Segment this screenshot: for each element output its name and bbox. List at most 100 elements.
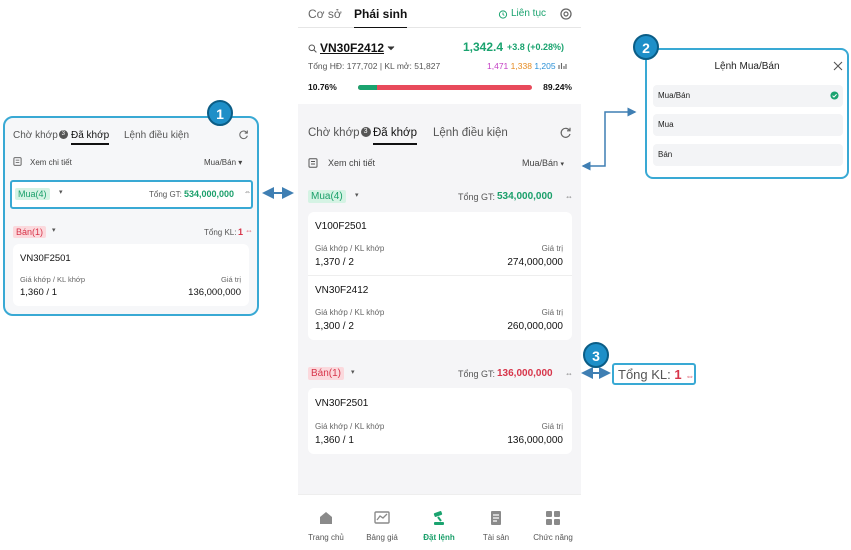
price-qty-value: 1,300 / 2 bbox=[315, 321, 354, 332]
side-filter-dropdown[interactable]: Mua/Bán ▾ bbox=[522, 158, 564, 168]
value-label: Giá trị bbox=[541, 244, 563, 253]
sheet-title: Lệnh Mua/Bán bbox=[714, 61, 780, 72]
volume-stats: 1,471 1,338 1,205 bbox=[487, 61, 567, 71]
list-item[interactable]: VN30F2412 Giá khớp / KL khớp Giá trị 1,3… bbox=[308, 276, 572, 340]
price-qty-label: Giá khớp / KL khớp bbox=[315, 308, 385, 317]
tab-pending-orders[interactable]: Chờ khớp 3 bbox=[13, 130, 68, 141]
nav-price-board[interactable]: Bảng giá bbox=[354, 495, 410, 550]
buy-ratio-label: 10.76% bbox=[308, 82, 337, 92]
caret-down-icon: ▾ bbox=[52, 227, 56, 234]
order-symbol: VN30F2501 bbox=[315, 398, 369, 409]
ratio-bar-fill bbox=[358, 85, 377, 90]
home-icon bbox=[320, 512, 332, 524]
nav-functions[interactable]: Chức năng bbox=[525, 495, 581, 550]
price-change: +3.8 (+0.28%) bbox=[507, 42, 565, 52]
sell-total-value: 1 bbox=[238, 227, 244, 237]
buy-chip: Mua(4) bbox=[308, 190, 346, 203]
volume-c: 1,205 bbox=[534, 61, 556, 71]
list-item[interactable]: V100F2501 Giá khớp / KL khớp Giá trị 1,3… bbox=[308, 212, 572, 276]
sell-chip: Bán(1) bbox=[308, 367, 345, 380]
swap-icon[interactable]: ⇔ bbox=[245, 226, 253, 235]
caret-down-icon: ▾ bbox=[560, 161, 565, 168]
gear-icon[interactable] bbox=[559, 7, 573, 21]
side-filter-dropdown[interactable]: Mua/Bán ▾ bbox=[204, 158, 243, 167]
close-icon[interactable] bbox=[833, 61, 843, 71]
nav-assets[interactable]: Tài sản bbox=[468, 495, 524, 550]
symbol-selector[interactable]: VN30F2412 bbox=[308, 41, 395, 55]
buy-group-header[interactable]: Mua(4) ▾ Tổng GT: 534,000,000 ⇔ bbox=[10, 180, 253, 209]
refresh-icon[interactable] bbox=[559, 126, 572, 139]
callout-2-panel: Lệnh Mua/Bán Mua/Bán Mua Bán bbox=[645, 48, 849, 179]
total-volume-label: Tổng KL: bbox=[618, 367, 671, 382]
list-item[interactable]: VN30F2501 Giá khớp / KL khớp Giá trị 1,3… bbox=[13, 244, 249, 306]
swap-icon: ⇔ bbox=[685, 371, 695, 381]
nav-label: Chức năng bbox=[533, 533, 573, 542]
bar-chart-icon[interactable] bbox=[558, 62, 567, 70]
option-sell[interactable]: Bán bbox=[653, 144, 843, 166]
ratio-bar bbox=[358, 85, 532, 90]
sell-total-label: Tổng GT: bbox=[458, 369, 496, 379]
list-item[interactable]: VN30F2501 Giá khớp / KL khớp Giá trị 1,3… bbox=[308, 388, 572, 454]
continuous-toggle[interactable]: Liên tục bbox=[498, 8, 546, 19]
symbol-name: VN30F2412 bbox=[320, 41, 385, 55]
option-buy[interactable]: Mua bbox=[653, 114, 843, 136]
buy-total-value: 534,000,000 bbox=[497, 191, 553, 202]
grid-apps-icon bbox=[546, 511, 560, 525]
option-buy-sell[interactable]: Mua/Bán bbox=[653, 85, 843, 107]
view-detail-row: Xem chi tiết Mua/Bán ▾ bbox=[308, 157, 572, 171]
buy-sell-ratio: 10.76% 89.24% bbox=[308, 82, 572, 94]
buy-total-label: Tổng GT: bbox=[458, 192, 496, 202]
tab-pending-orders[interactable]: Chờ khớp 3 bbox=[308, 127, 371, 139]
buy-orders-card: V100F2501 Giá khớp / KL khớp Giá trị 1,3… bbox=[308, 212, 572, 340]
sell-ratio-label: 89.24% bbox=[543, 82, 572, 92]
tab-matched-orders[interactable]: Đã khớp bbox=[71, 130, 110, 145]
buy-total-value: 534,000,000 bbox=[184, 189, 235, 199]
price-qty-value: 1,360 / 1 bbox=[315, 435, 354, 446]
sell-orders-card: VN30F2501 Giá khớp / KL khớp Giá trị 1,3… bbox=[308, 388, 572, 454]
tab-pending-label: Chờ khớp bbox=[308, 127, 360, 139]
caret-down-icon: ▾ bbox=[355, 192, 359, 199]
callout-3-total-volume: Tổng KL: 1 ⇔ bbox=[612, 363, 696, 385]
chart-board-icon bbox=[374, 511, 390, 524]
sell-group-header[interactable]: Bán(1) ▾ Tổng GT: 136,000,000 ⇔ bbox=[308, 367, 573, 381]
alarm-clock-icon bbox=[498, 9, 508, 19]
sell-chip[interactable]: Bán(1) bbox=[13, 226, 47, 238]
gavel-icon bbox=[433, 511, 444, 525]
chevron-down-icon bbox=[387, 46, 395, 51]
tab-conditional-orders[interactable]: Lệnh điều kiện bbox=[124, 130, 190, 141]
document-icon bbox=[308, 158, 318, 168]
continuous-label: Liên tục bbox=[511, 8, 547, 19]
swap-icon[interactable]: ⇔ bbox=[565, 192, 573, 201]
nav-home[interactable]: Trang chủ bbox=[298, 495, 354, 550]
assets-icon bbox=[491, 511, 501, 525]
side-filter-value: Mua/Bán bbox=[204, 158, 237, 167]
callout-number-2: 2 bbox=[633, 34, 659, 60]
price-qty-value: 1,370 / 2 bbox=[315, 257, 354, 268]
caret-down-icon: ▾ bbox=[351, 369, 355, 376]
option-label: Mua/Bán bbox=[658, 91, 691, 100]
tab-co-so[interactable]: Cơ sở bbox=[308, 7, 342, 21]
refresh-icon[interactable] bbox=[238, 129, 249, 140]
callout-number-1: 1 bbox=[207, 100, 233, 126]
price-qty-label: Giá khớp / KL khớp bbox=[20, 275, 86, 284]
tab-matched-orders[interactable]: Đã khớp bbox=[373, 127, 417, 145]
view-detail-link[interactable]: Xem chi tiết bbox=[328, 158, 376, 168]
order-symbol: VN30F2501 bbox=[20, 253, 71, 264]
order-symbol: V100F2501 bbox=[315, 221, 367, 232]
tab-conditional-orders[interactable]: Lệnh điều kiện bbox=[433, 127, 508, 139]
order-value: 136,000,000 bbox=[507, 435, 563, 446]
swap-icon[interactable]: ⇔ bbox=[565, 369, 573, 378]
buy-group-header[interactable]: Mua(4) ▾ Tổng GT: 534,000,000 ⇔ bbox=[308, 190, 573, 204]
price-qty-value: 1,360 / 1 bbox=[20, 287, 57, 298]
view-detail-link[interactable]: Xem chi tiết bbox=[30, 158, 72, 167]
order-value: 136,000,000 bbox=[188, 287, 241, 298]
order-symbol: VN30F2412 bbox=[315, 285, 369, 296]
option-label: Mua bbox=[658, 120, 674, 129]
mobile-app-screen: Cơ sở Phái sinh Liên tục VN30F2412 1,342… bbox=[298, 0, 581, 550]
volume-b: 1,338 bbox=[510, 61, 532, 71]
swap-icon[interactable]: ⇔ bbox=[244, 189, 251, 196]
nav-place-order[interactable]: Đặt lệnh bbox=[411, 495, 467, 550]
sell-total-value: 136,000,000 bbox=[497, 368, 553, 379]
value-label: Giá trị bbox=[541, 422, 563, 431]
